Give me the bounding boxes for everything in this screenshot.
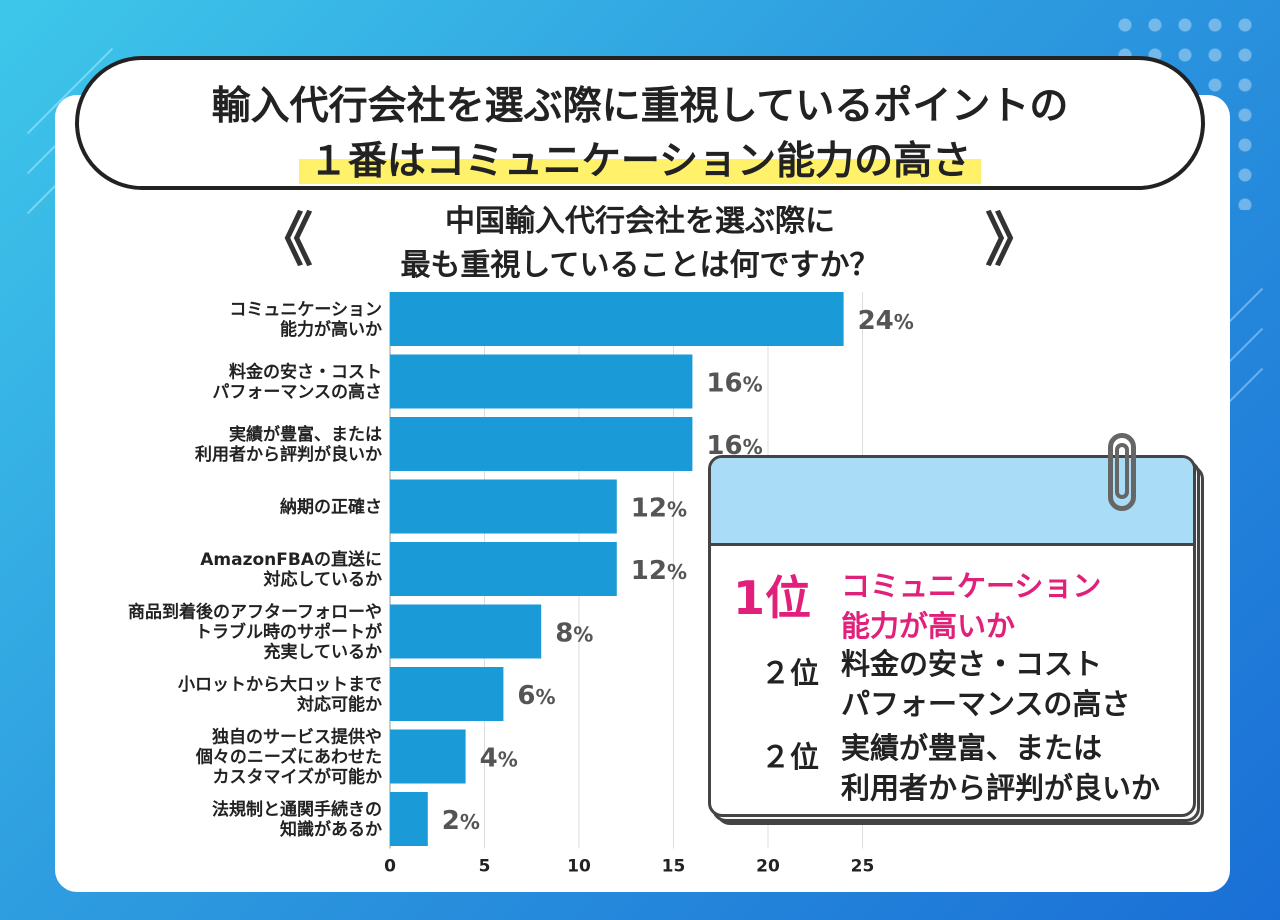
category-label: 実績が豊富、または [229,424,382,445]
rank-second-a-number: ２位 [761,656,820,690]
bar [390,479,617,534]
bar [390,542,617,596]
headline-box: 輸入代行会社を選ぶ際に重視しているポイントの １番はコミュニケーション能力の高さ [75,56,1205,190]
calendar-page-front: 1位 コミュニケーション 能力が高いか ２位 料金の安さ・コスト パフォーマンス… [708,455,1196,817]
x-tick-label: 10 [567,857,591,877]
value-label: 2% [442,806,480,836]
bar [390,729,466,784]
category-label: 独自のサービス提供や [212,727,382,748]
category-label: 小ロットから大ロットまで [178,674,382,695]
category-label: コミュニケーション [229,300,382,320]
question-line1: 中国輸入代行会社を選ぶ際に [445,204,835,239]
value-label: 12% [631,494,687,524]
value-label: 12% [631,556,687,586]
bar [390,417,693,471]
category-label: 個々のニーズにあわせた [195,747,382,768]
category-label: AmazonFBAの直送に [200,549,382,570]
headline-line2: １番はコミュニケーション能力の高さ [79,130,1201,186]
rank-first-number: 1位 [733,571,812,625]
category-label: 利用者から評判が良いか [195,444,382,465]
rank-second-a-label: 料金の安さ・コスト パフォーマンスの高さ [841,647,1131,721]
bar [390,604,542,659]
bar [390,667,504,721]
question-line2: 最も重視していることは何ですか？ [400,248,880,283]
value-label: 6% [517,681,555,711]
category-label: カスタマイズが可能か [213,767,383,788]
category-label: 商品到着後のアフターフォローや [128,602,382,623]
category-label: 料金の安さ・コスト [229,362,382,383]
category-label: 納期の正確さ [280,497,382,518]
headline-line1: 輸入代行会社を選ぶ際に重視しているポイントの [211,84,1069,129]
headline-highlight: １番はコミュニケーション能力の高さ [298,139,982,184]
bar [390,354,693,409]
category-label: パフォーマンスの高さ [212,382,382,403]
category-label: 対応しているか [263,569,383,590]
value-label: 8% [555,619,593,649]
x-tick-label: 0 [384,857,396,877]
category-label: 対応可能か [296,694,382,715]
x-tick-label: 25 [851,857,875,877]
paperclip-icon [1108,433,1136,511]
category-label: 充実しているか [264,642,383,663]
rank-second-b-label: 実績が豊富、または 利用者から評判が良いか [841,731,1161,805]
x-tick-label: 15 [662,857,686,877]
value-label: 16% [706,369,762,399]
survey-question: 中国輸入代行会社を選ぶ際に 最も重視していることは何ですか？ [300,200,980,288]
value-label: 24% [858,306,914,336]
x-tick-label: 20 [756,857,780,877]
value-label: 4% [480,744,518,774]
chevron-right-icon: 》 [985,206,1044,274]
category-label: 法規制と通関手続きの [212,799,382,820]
category-label: 知識があるか [279,819,382,840]
category-label: トラブル時のサポートが [195,622,382,643]
rank-second-b-number: ２位 [761,740,820,774]
x-tick-label: 5 [479,857,491,877]
category-label: 能力が高いか [280,319,382,340]
paperclip-inner [1115,443,1129,499]
ranking-calendar: 1位 コミュニケーション 能力が高いか ２位 料金の安さ・コスト パフォーマンス… [708,433,1204,827]
bar [390,792,428,846]
rank-first-label: コミュニケーション 能力が高いか [841,569,1102,643]
chevron-left-icon: 《 [255,206,314,274]
bar [390,292,844,346]
